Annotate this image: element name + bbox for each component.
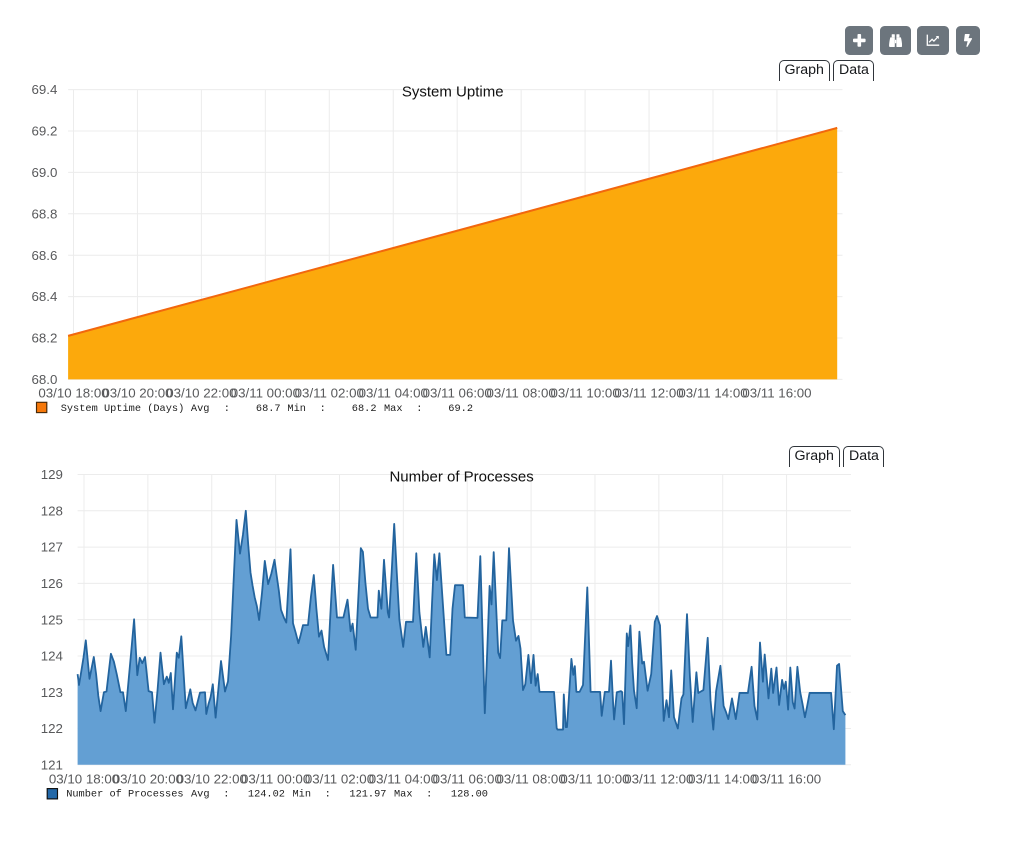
svg-text::: :: [416, 403, 422, 415]
svg-text::: :: [325, 789, 331, 801]
svg-text:03/11 12:00: 03/11 12:00: [624, 771, 693, 786]
svg-text:03/10 18:00: 03/10 18:00: [38, 386, 108, 401]
svg-text:68.6: 68.6: [32, 248, 58, 263]
svg-text:03/11 14:00: 03/11 14:00: [688, 771, 757, 786]
svg-text:68.2: 68.2: [352, 403, 377, 415]
svg-text:124.02: 124.02: [248, 789, 285, 801]
svg-text:03/10 18:00: 03/10 18:00: [49, 771, 119, 786]
svg-text:03/11 06:00: 03/11 06:00: [423, 386, 492, 401]
svg-text:127: 127: [41, 540, 63, 555]
svg-text:124: 124: [41, 649, 63, 664]
svg-text:Max: Max: [394, 789, 413, 801]
svg-text:69.2: 69.2: [448, 403, 473, 415]
svg-text:Avg: Avg: [191, 789, 210, 801]
svg-text:69.4: 69.4: [32, 82, 58, 97]
svg-text:68.7: 68.7: [256, 403, 281, 415]
svg-text:68.2: 68.2: [32, 331, 58, 346]
svg-text:03/11 08:00: 03/11 08:00: [487, 386, 556, 401]
svg-text:121: 121: [41, 757, 63, 772]
svg-text:Min: Min: [293, 789, 312, 801]
svg-text:68.4: 68.4: [32, 289, 58, 304]
svg-text:03/11 04:00: 03/11 04:00: [369, 771, 438, 786]
svg-text:Avg: Avg: [191, 403, 210, 415]
svg-text::: :: [426, 789, 432, 801]
svg-text:03/11 16:00: 03/11 16:00: [742, 386, 811, 401]
svg-text:03/11 00:00: 03/11 00:00: [241, 771, 310, 786]
svg-text:03/11 04:00: 03/11 04:00: [359, 386, 428, 401]
svg-text:03/11 16:00: 03/11 16:00: [752, 771, 821, 786]
svg-text::: :: [224, 403, 230, 415]
svg-text:03/10 22:00: 03/10 22:00: [177, 771, 247, 786]
svg-text:Max: Max: [384, 403, 403, 415]
svg-text::: :: [223, 789, 229, 801]
svg-text:Min: Min: [287, 403, 306, 415]
svg-text:128: 128: [41, 503, 63, 518]
svg-text:03/11 10:00: 03/11 10:00: [560, 771, 629, 786]
svg-text:03/11 06:00: 03/11 06:00: [433, 771, 502, 786]
svg-text:128.00: 128.00: [451, 789, 488, 801]
svg-text:125: 125: [41, 612, 63, 627]
svg-text:03/10 20:00: 03/10 20:00: [113, 771, 183, 786]
svg-text:123: 123: [41, 685, 63, 700]
svg-text:129: 129: [41, 467, 63, 482]
svg-text:03/11 10:00: 03/11 10:00: [550, 386, 619, 401]
svg-text:System Uptime (Days): System Uptime (Days): [61, 403, 185, 415]
svg-text:03/10 22:00: 03/10 22:00: [166, 386, 236, 401]
svg-text:69.2: 69.2: [32, 124, 58, 139]
svg-text:Number of Processes: Number of Processes: [66, 789, 183, 801]
svg-text:System Uptime: System Uptime: [402, 83, 504, 100]
svg-text:68.0: 68.0: [32, 372, 58, 387]
svg-text:03/11 00:00: 03/11 00:00: [231, 386, 300, 401]
svg-text:03/11 12:00: 03/11 12:00: [614, 386, 683, 401]
svg-text:121.97: 121.97: [349, 789, 386, 801]
svg-text:03/11 08:00: 03/11 08:00: [496, 771, 565, 786]
svg-text:Number of Processes: Number of Processes: [389, 468, 533, 485]
svg-text:122: 122: [41, 721, 63, 736]
svg-text:03/11 02:00: 03/11 02:00: [305, 771, 374, 786]
svg-text::: :: [320, 403, 326, 415]
svg-text:126: 126: [41, 576, 63, 591]
svg-text:03/11 14:00: 03/11 14:00: [678, 386, 747, 401]
svg-text:69.0: 69.0: [32, 165, 58, 180]
svg-text:03/10 20:00: 03/10 20:00: [102, 386, 172, 401]
svg-text:68.8: 68.8: [32, 206, 58, 221]
svg-text:03/11 02:00: 03/11 02:00: [295, 386, 364, 401]
